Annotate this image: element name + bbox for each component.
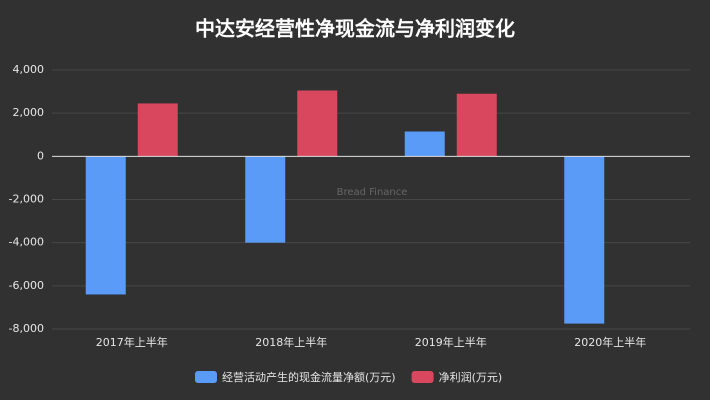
x-tick-label: 2017年上半年 <box>96 335 168 349</box>
bar <box>137 103 178 157</box>
y-tick-label: -8,000 <box>9 322 44 335</box>
x-tick-label: 2020年上半年 <box>574 335 646 349</box>
legend-swatch <box>411 371 434 383</box>
bar <box>297 90 338 157</box>
bar <box>85 156 126 295</box>
y-tick-label: 2,000 <box>13 106 45 119</box>
y-tick-label: 4,000 <box>13 63 45 76</box>
y-tick-label: -6,000 <box>9 279 44 292</box>
legend-label: 经营活动产生的现金流量净额(万元) <box>222 370 396 384</box>
legend-swatch <box>195 371 217 383</box>
bar <box>456 93 497 157</box>
x-tick-label: 2019年上半年 <box>415 335 487 349</box>
bar <box>404 131 445 157</box>
y-tick-label: -2,000 <box>9 193 44 206</box>
legend-label: 净利润(万元) <box>439 370 503 384</box>
bar <box>245 156 286 243</box>
chart-title: 中达安经营性净现金流与净利润变化 <box>195 17 515 41</box>
bar <box>564 156 605 324</box>
watermark: Bread Finance <box>337 187 408 198</box>
x-tick-label: 2018年上半年 <box>255 335 327 349</box>
y-tick-label: 0 <box>37 149 44 162</box>
y-tick-label: -4,000 <box>9 236 44 249</box>
